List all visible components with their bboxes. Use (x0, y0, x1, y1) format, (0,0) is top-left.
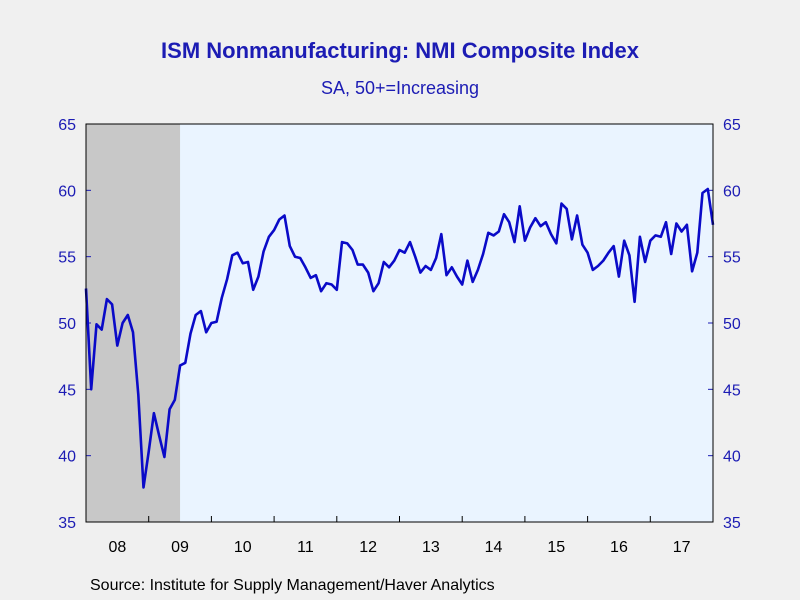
y-tick-label-left: 35 (58, 515, 76, 532)
y-tick-label-right: 50 (723, 316, 741, 333)
y-tick-label-right: 40 (723, 449, 741, 466)
x-tick-label: 09 (171, 539, 189, 556)
y-tick-label-right: 35 (723, 515, 741, 532)
y-tick-label-right: 55 (723, 250, 741, 267)
x-tick-label: 11 (297, 539, 314, 556)
y-tick-label-right: 60 (723, 183, 741, 200)
x-tick-label: 17 (673, 539, 691, 556)
plot-frame (85, 123, 714, 523)
chart-title: ISM Nonmanufacturing: NMI Composite Inde… (161, 38, 639, 63)
right-axis: 35 40 45 50 55 60 65 (708, 117, 741, 532)
chart-subtitle: SA, 50+=Increasing (320, 78, 480, 98)
x-tick-label: 14 (485, 539, 503, 556)
x-tick-label: 08 (108, 539, 126, 556)
x-tick-label: 16 (610, 539, 628, 556)
y-tick-label-right: 45 (723, 382, 741, 399)
left-axis: 35 40 45 50 55 60 65 (58, 117, 91, 532)
x-tick-label: 10 (234, 539, 252, 556)
x-axis: 08 09 10 11 12 13 14 15 16 17 (108, 516, 691, 556)
y-tick-label-left: 40 (58, 449, 76, 466)
y-tick-label-left: 45 (58, 382, 76, 399)
x-tick-label: 12 (359, 539, 377, 556)
y-tick-label-left: 55 (58, 250, 76, 267)
x-tick-label: 13 (422, 539, 440, 556)
nmi-composite-line (84, 187, 715, 489)
y-tick-label-right: 65 (723, 117, 741, 134)
plot-area (86, 124, 713, 522)
y-tick-label-left: 65 (58, 117, 76, 134)
x-tick-label: 15 (547, 539, 565, 556)
y-tick-label-left: 50 (58, 316, 76, 333)
y-tick-label-left: 60 (58, 183, 76, 200)
recession-shading (86, 124, 181, 522)
source-note: Source: Institute for Supply Management/… (90, 577, 495, 594)
